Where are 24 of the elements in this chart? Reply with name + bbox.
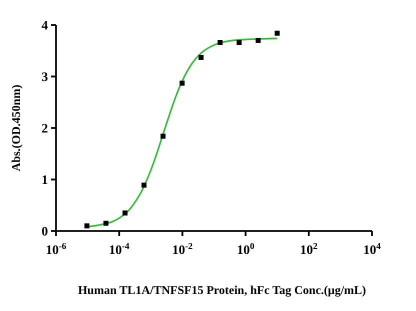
x-tick-label: 10$^{4}$ — [363, 241, 382, 257]
x-tick-label: 10$^{2}$ — [300, 241, 318, 257]
y-tick-label: 3 — [42, 69, 48, 84]
point — [274, 30, 280, 36]
x-tick-label: 10$^{-4}$ — [108, 241, 130, 257]
y-tick-label: 1 — [42, 172, 48, 188]
point — [103, 220, 108, 226]
x-tick-label: 10$^{-2}$ — [172, 241, 194, 257]
x-axis-title: Human TL1A/TNFSF15 Protein, hFc Tag Conc.(μg/mL) — [78, 283, 366, 297]
point — [160, 134, 166, 139]
point — [142, 182, 147, 188]
point — [180, 80, 185, 86]
point — [122, 210, 128, 216]
point — [218, 40, 223, 46]
point — [198, 54, 204, 60]
y-tick-label: 2 — [42, 120, 48, 136]
y-axis-title: Abs.(OD.450nm) — [9, 84, 23, 172]
x-tick-label: 10$^{0}$ — [236, 241, 255, 257]
y-tick-label: 0 — [42, 224, 48, 239]
point — [236, 40, 242, 46]
y-tick-label: 4 — [42, 18, 48, 33]
point — [84, 223, 90, 228]
x-tick-label: 10$^{-6}$ — [46, 241, 67, 257]
point — [256, 38, 261, 43]
